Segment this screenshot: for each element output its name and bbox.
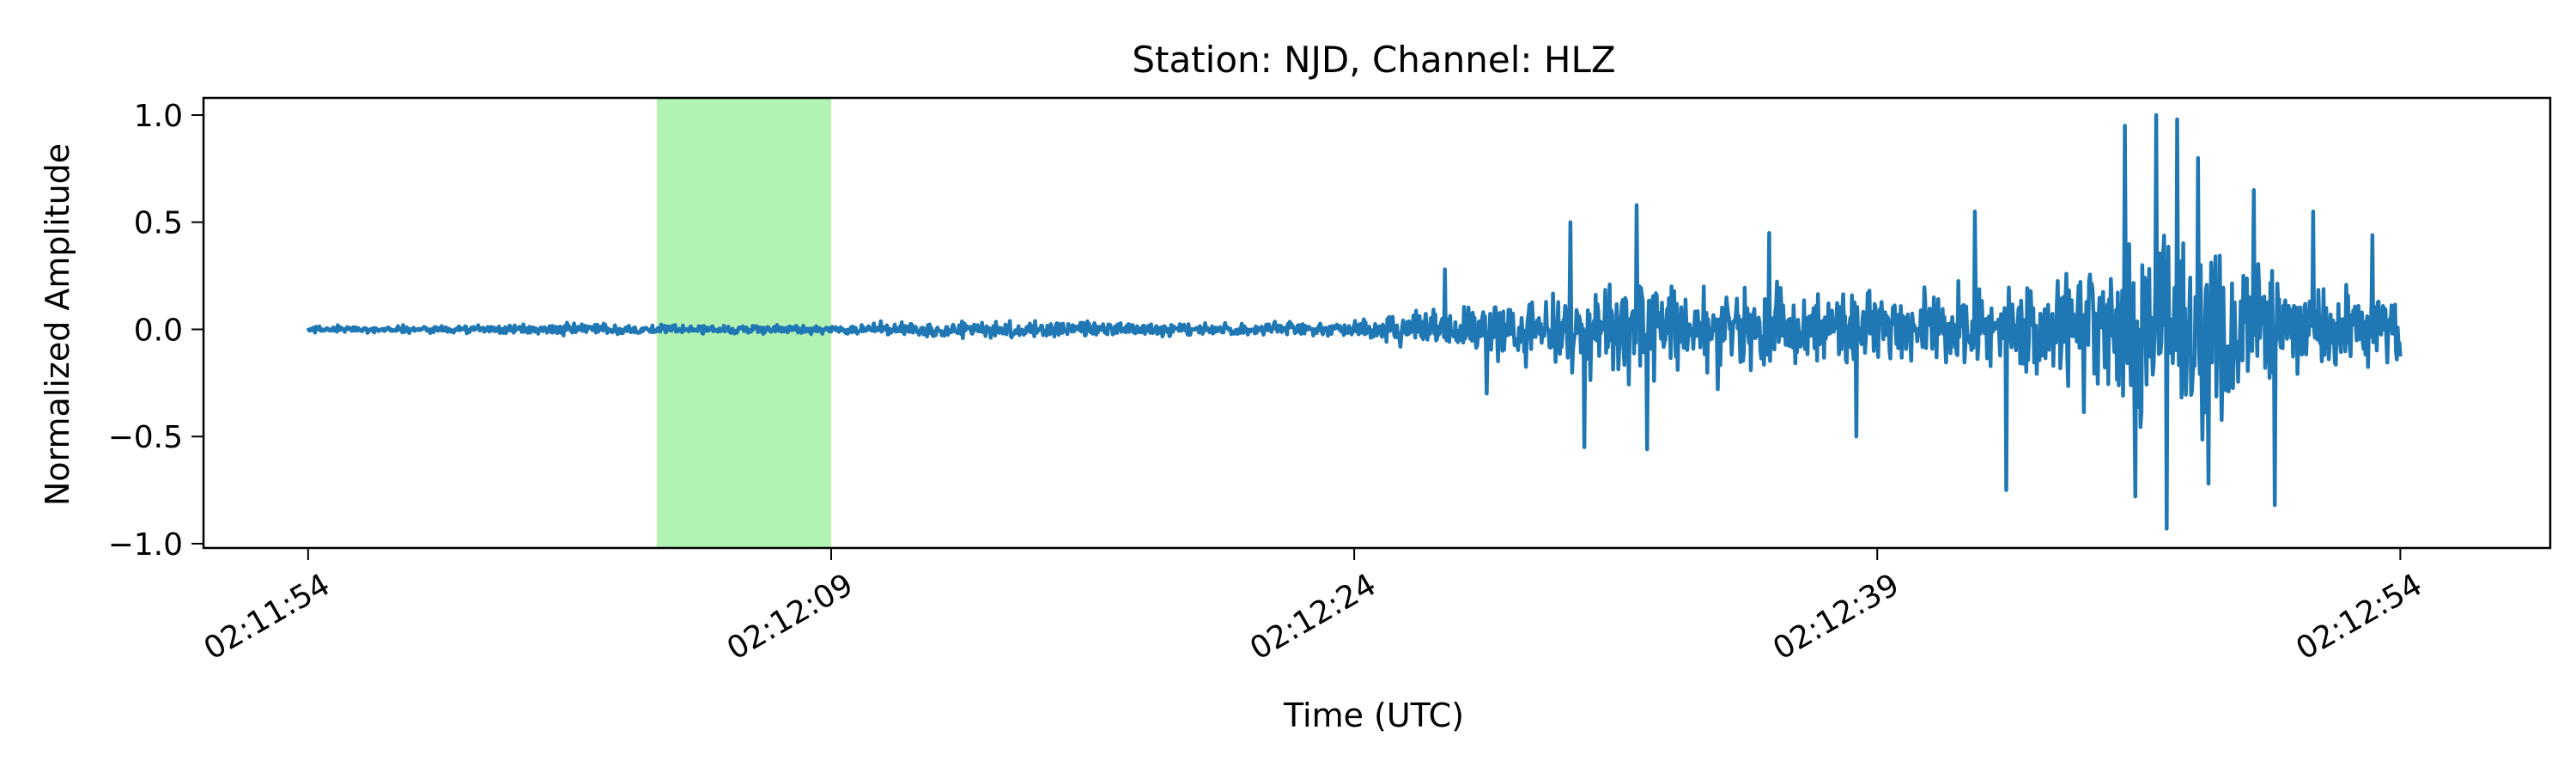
y-axis-label: Normalized Amplitude bbox=[39, 143, 76, 506]
x-axis: 02:11:54 02:12:09 02:12:24 02:12:39 02:12:54 bbox=[198, 548, 2428, 667]
y-tick-label: 0.5 bbox=[134, 206, 183, 241]
y-tick-label: −1.0 bbox=[108, 527, 183, 563]
x-tick-label: 02:12:24 bbox=[1244, 567, 1382, 666]
y-axis: 1.0 0.5 0.0 −0.5 −1.0 bbox=[108, 99, 204, 563]
chart-title: Station: NJD, Channel: HLZ bbox=[1132, 39, 1615, 81]
x-tick-label: 02:12:09 bbox=[721, 567, 860, 666]
x-tick-label: 02:12:39 bbox=[1767, 567, 1905, 666]
x-tick-label: 02:12:54 bbox=[2290, 567, 2428, 666]
x-axis-label: Time (UTC) bbox=[1283, 697, 1464, 734]
plot-area bbox=[202, 96, 2552, 550]
y-tick-label: 0.0 bbox=[134, 313, 183, 348]
waveform-line bbox=[306, 113, 2403, 531]
x-tick-label: 02:11:54 bbox=[198, 567, 337, 666]
highlight-window bbox=[656, 98, 831, 548]
axes-frame bbox=[202, 96, 2552, 550]
y-tick-label: 1.0 bbox=[134, 99, 183, 134]
y-tick-label: −0.5 bbox=[108, 420, 183, 455]
